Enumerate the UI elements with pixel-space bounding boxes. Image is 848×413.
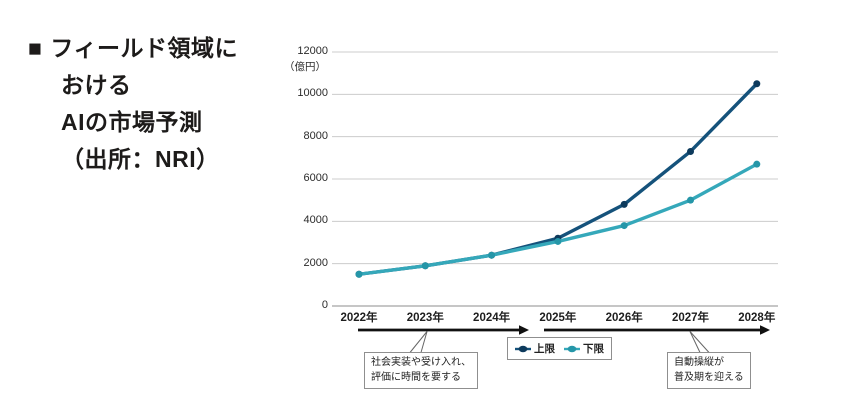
title-source: （出所：NRI）: [61, 146, 220, 172]
title-line: ■ フィールド領域に: [28, 30, 293, 67]
y-axis-unit-label: （億円）: [284, 61, 326, 73]
legend-label-upper-limit: 上限: [534, 343, 555, 355]
title-text: フィールド領域に: [50, 35, 238, 61]
title-text: おける: [61, 72, 132, 98]
legend-item-lower-limit: 下限: [564, 341, 604, 356]
upper-limit-line-marker-icon: [515, 345, 531, 352]
annotation-social-implementation: 社会実装や受け入れ、 評価に時間を要する: [364, 352, 479, 389]
legend-label-lower-limit: 下限: [583, 343, 604, 355]
annotation-text-line: 自動操縦が: [674, 357, 724, 368]
annotation-autopilot-adoption: 自動操縦が 普及期を迎える: [667, 352, 751, 389]
annotation-text-line: 社会実装や受け入れ、: [371, 357, 472, 368]
annotation-text-line: 普及期を迎える: [674, 371, 744, 383]
title-text: AIの市場予測: [61, 109, 203, 135]
legend: 上限 下限: [507, 337, 612, 360]
lower-limit-line-marker-icon: [564, 345, 580, 352]
title-bullet-square: ■: [28, 35, 43, 61]
annotation-text-line: 評価に時間を要する: [371, 371, 461, 383]
legend-item-upper-limit: 上限: [515, 341, 555, 356]
figure-title: ■ フィールド領域に おける AIの市場予測 （出所：NRI）: [28, 30, 293, 178]
